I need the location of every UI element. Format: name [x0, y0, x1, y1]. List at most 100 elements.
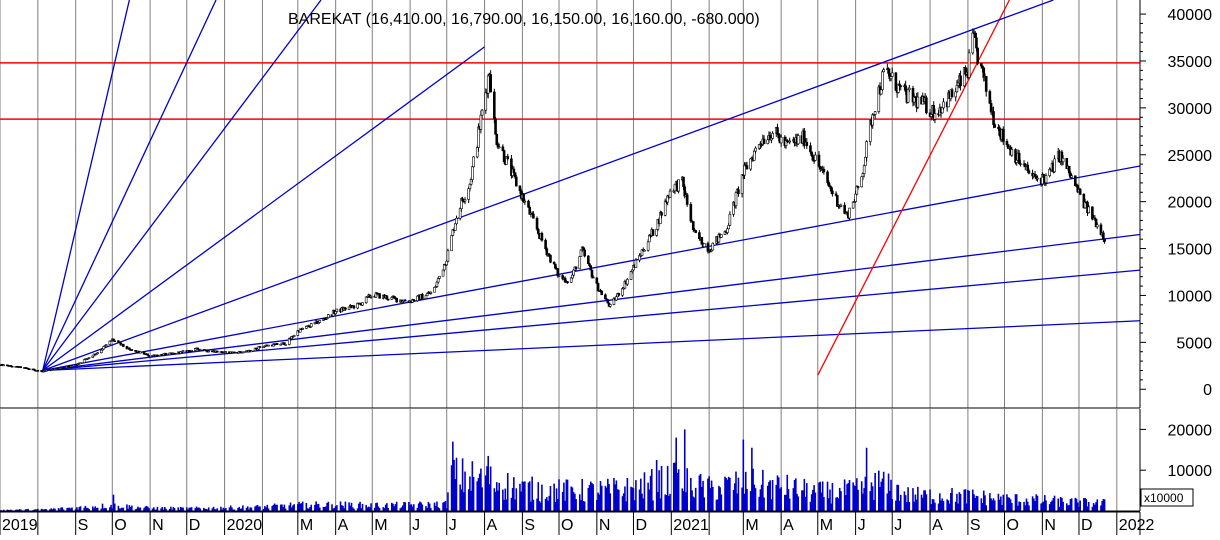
price-bar-body: [471, 166, 474, 180]
volume-bar: [134, 509, 137, 511]
volume-bar: [672, 462, 675, 511]
volume-bar: [524, 481, 526, 511]
volume-bar: [624, 486, 626, 511]
volume-bar: [96, 507, 99, 511]
price-bar-body: [587, 255, 590, 265]
price-tick-label: 30000: [1168, 101, 1213, 118]
price-bar-body: [1067, 165, 1071, 174]
volume-bar: [666, 466, 669, 511]
volume-bar: [1028, 505, 1030, 511]
volume-bar: [776, 475, 779, 511]
volume-bar: [770, 499, 773, 511]
price-bar-body: [908, 87, 911, 91]
price-bar-body: [190, 350, 193, 352]
volume-bar: [37, 508, 39, 511]
volume-bar: [199, 508, 201, 511]
volume-bar: [881, 478, 884, 511]
volume-bar: [685, 492, 687, 511]
price-bar-body: [215, 350, 219, 353]
price-bar-body: [378, 293, 381, 299]
price-bar-body: [416, 295, 419, 302]
volume-bar: [351, 507, 354, 511]
volume-bar: [15, 509, 17, 511]
volume-bar: [665, 494, 668, 511]
price-bar-body: [700, 237, 704, 245]
volume-bar: [741, 487, 743, 511]
gann-fan-ray: [42, 0, 322, 371]
volume-bar: [445, 508, 448, 511]
price-bar-body: [899, 85, 903, 87]
volume-bar: [6, 509, 9, 511]
time-tick-label: A: [932, 517, 943, 534]
volume-bar: [537, 482, 540, 511]
volume-bar: [701, 486, 703, 511]
volume-bar: [105, 508, 107, 511]
volume-bar: [401, 505, 404, 511]
price-bar-body: [82, 359, 86, 364]
price-bar-body: [1087, 206, 1091, 214]
volume-bar: [572, 492, 575, 511]
time-tick-label: S: [524, 517, 535, 534]
price-bar-body: [861, 173, 865, 177]
volume-bar: [231, 507, 233, 511]
volume-bar: [195, 506, 198, 511]
volume-bar: [403, 501, 405, 511]
price-bar-body: [929, 114, 933, 117]
volume-bar: [582, 501, 585, 511]
volume-bar: [814, 492, 817, 511]
price-bar-body: [643, 249, 646, 252]
time-tick-label: 2021: [673, 517, 709, 534]
price-bar-body: [998, 127, 1001, 136]
volume-bar: [332, 508, 335, 511]
volume-bar: [989, 493, 991, 511]
price-bar-body: [1001, 129, 1005, 142]
volume-bar: [196, 507, 199, 511]
volume-bar: [67, 507, 70, 511]
volume-bar: [1019, 502, 1022, 511]
price-bar-body: [988, 91, 992, 104]
time-tick-label: D: [189, 517, 201, 534]
price-bar-body: [532, 213, 535, 219]
volume-bars: [0, 429, 1106, 512]
price-bar-body: [745, 165, 749, 170]
volume-bar: [444, 500, 447, 511]
volume-bar: [780, 487, 782, 511]
volume-bar: [648, 489, 651, 511]
time-tick-label: M: [745, 517, 758, 534]
volume-bar: [255, 505, 258, 511]
price-bar-body: [309, 323, 313, 328]
time-tick-label: D: [635, 517, 647, 534]
price-bar-body: [258, 346, 262, 348]
price-bar-body: [318, 320, 322, 323]
volume-bar: [400, 507, 403, 511]
volume-bar: [245, 507, 248, 511]
price-bar-body: [862, 165, 866, 175]
volume-bar: [19, 509, 22, 511]
price-bar-body: [479, 114, 483, 130]
price-bar-body: [1010, 149, 1014, 156]
price-bar-body: [1019, 163, 1022, 165]
volume-bar: [963, 489, 966, 511]
volume-bar: [958, 492, 961, 511]
volume-bar: [383, 508, 386, 511]
price-bar-body: [100, 349, 103, 354]
price-bar-body: [352, 305, 356, 309]
volume-bar: [707, 478, 709, 511]
volume-bar: [664, 494, 667, 511]
volume-bar: [220, 506, 222, 511]
price-bar-body: [882, 69, 885, 73]
volume-bar: [658, 470, 660, 511]
volume-bar: [1094, 504, 1096, 511]
volume-bar: [467, 489, 470, 511]
volume-bar: [2, 509, 5, 511]
volume-bar: [283, 504, 286, 511]
price-bar-body: [762, 138, 766, 144]
price-bar-body: [992, 111, 995, 125]
volume-bar: [420, 502, 422, 511]
price-bar-body: [275, 342, 279, 345]
volume-bar: [998, 499, 1001, 511]
volume-bar: [306, 508, 309, 511]
volume-bar: [395, 501, 398, 511]
price-bar-body: [831, 190, 834, 195]
volume-bar: [493, 488, 496, 511]
